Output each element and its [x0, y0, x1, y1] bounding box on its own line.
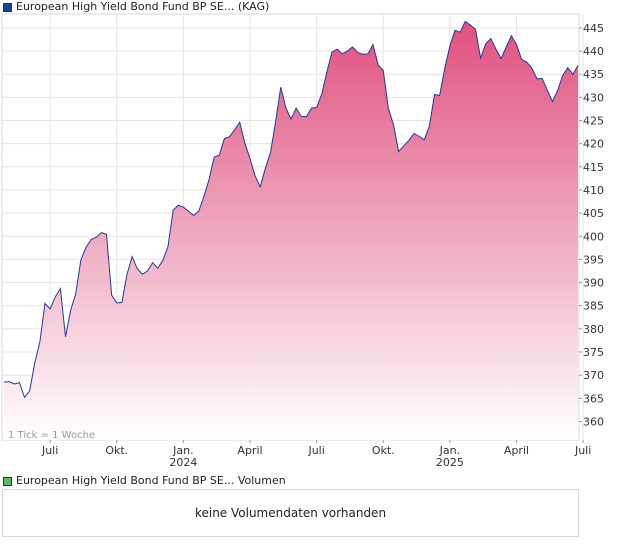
x-tick-label: Jan. [439, 444, 460, 457]
y-tick-label: 410 [583, 184, 604, 197]
y-tick-label: 390 [583, 277, 604, 290]
y-axis-ticks: 360 365 370 375 380 385 390 395 400 405 410 415 420 4… [579, 22, 604, 428]
volume-panel: keine Volumendaten vorhanden [2, 489, 579, 537]
y-tick-label: 385 [583, 300, 604, 313]
x-tick-label: Okt. [372, 444, 395, 457]
y-tick-label: 400 [583, 230, 604, 243]
y-tick-label: 420 [583, 138, 604, 151]
x-tick-label: April [504, 444, 529, 457]
x-tick-label: Jan. [172, 444, 193, 457]
y-tick-label: 370 [583, 369, 604, 382]
y-tick-label: 445 [583, 22, 604, 35]
x-tick-label: April [237, 444, 262, 457]
y-tick-label: 395 [583, 253, 604, 266]
y-tick-label: 380 [583, 323, 604, 336]
tick-interval-note: 1 Tick = 1 Woche [8, 430, 95, 441]
x-year-label: 2025 [436, 456, 464, 469]
volume-legend-label: European High Yield Bond Fund BP SE... V… [16, 474, 286, 487]
x-tick-label: Juli [307, 444, 324, 457]
x-tick-label: Juli [41, 444, 58, 457]
price-legend-label: European High Yield Bond Fund BP SE... (… [16, 0, 270, 13]
y-tick-label: 435 [583, 68, 604, 81]
volume-legend: European High Yield Bond Fund BP SE... V… [3, 474, 286, 488]
price-legend: European High Yield Bond Fund BP SE... (… [3, 0, 269, 14]
price-area [4, 21, 578, 440]
y-tick-label: 375 [583, 346, 604, 359]
y-tick-label: 365 [583, 392, 604, 405]
price-series-swatch [3, 2, 12, 12]
price-chart: 360 365 370 375 380 385 390 395 400 405 410 415 420 4… [1, 13, 604, 469]
no-volume-message: keine Volumendaten vorhanden [194, 506, 387, 520]
y-tick-label: 415 [583, 161, 604, 174]
x-tick-label: Okt. [105, 444, 128, 457]
y-tick-label: 405 [583, 207, 604, 220]
x-tick-label: Juli [574, 444, 591, 457]
volume-series-swatch [3, 476, 12, 486]
y-tick-label: 425 [583, 115, 604, 128]
y-tick-label: 440 [583, 45, 604, 58]
x-year-label: 2024 [169, 456, 197, 469]
y-tick-label: 360 [583, 415, 604, 428]
price-line [3, 20, 579, 399]
y-tick-label: 430 [583, 91, 604, 104]
